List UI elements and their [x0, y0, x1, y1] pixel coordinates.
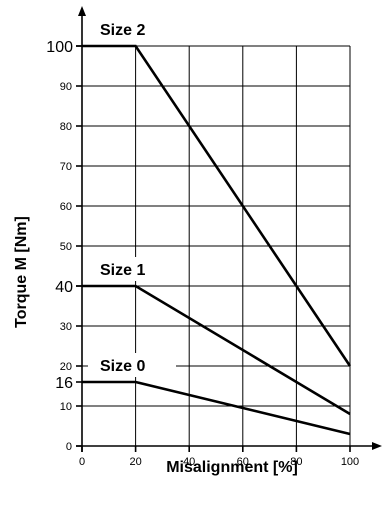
axes [76, 6, 382, 452]
series-label-1: Size 1 [100, 262, 145, 279]
y-axis-title: Torque M [Nm] [13, 216, 30, 328]
tick-labels: 0 20 40 60 80 100 0 10 20 30 50 60 70 80 90 16 40 100 [46, 39, 359, 468]
series-lines [82, 44, 352, 436]
y-tick-label: 30 [60, 321, 72, 333]
x-tick-label: 0 [79, 456, 85, 468]
y-tick-label: 50 [60, 241, 72, 253]
x-axis-arrow [372, 442, 382, 450]
y-tick-label: 20 [60, 361, 72, 373]
y-tick-label: 10 [60, 401, 72, 413]
y-tick-label: 80 [60, 121, 72, 133]
y-tick-label-highlight: 40 [55, 279, 73, 296]
x-axis-title: Misalignment [%] [166, 459, 298, 476]
y-tick-label: 70 [60, 161, 72, 173]
series-label-backdrop [88, 353, 176, 377]
series-label-backdrop [88, 257, 176, 281]
series-label-0: Size 2 [100, 22, 145, 39]
grid [82, 17, 351, 446]
y-tick-label: 0 [66, 441, 72, 453]
x-tick-label: 60 [237, 456, 249, 468]
y-tick-label-highlight: 100 [46, 39, 73, 56]
series-line-2 [82, 380, 351, 436]
x-tick-label: 20 [129, 456, 141, 468]
y-tick-label: 90 [60, 81, 72, 93]
x-tick-label: 40 [183, 456, 195, 468]
series-line-0 [82, 44, 352, 367]
x-tick-label: 100 [341, 456, 359, 468]
x-tick-label: 80 [290, 456, 302, 468]
series-labels: Size 2 Size 1 Size 0 [100, 22, 145, 375]
series-line-1 [82, 284, 351, 416]
series-label-2: Size 0 [100, 358, 145, 375]
y-tick-label: 60 [60, 201, 72, 213]
y-tick-label-highlight: 16 [55, 375, 73, 392]
series-label-backdrop [88, 17, 176, 41]
y-axis-arrow [78, 6, 86, 16]
